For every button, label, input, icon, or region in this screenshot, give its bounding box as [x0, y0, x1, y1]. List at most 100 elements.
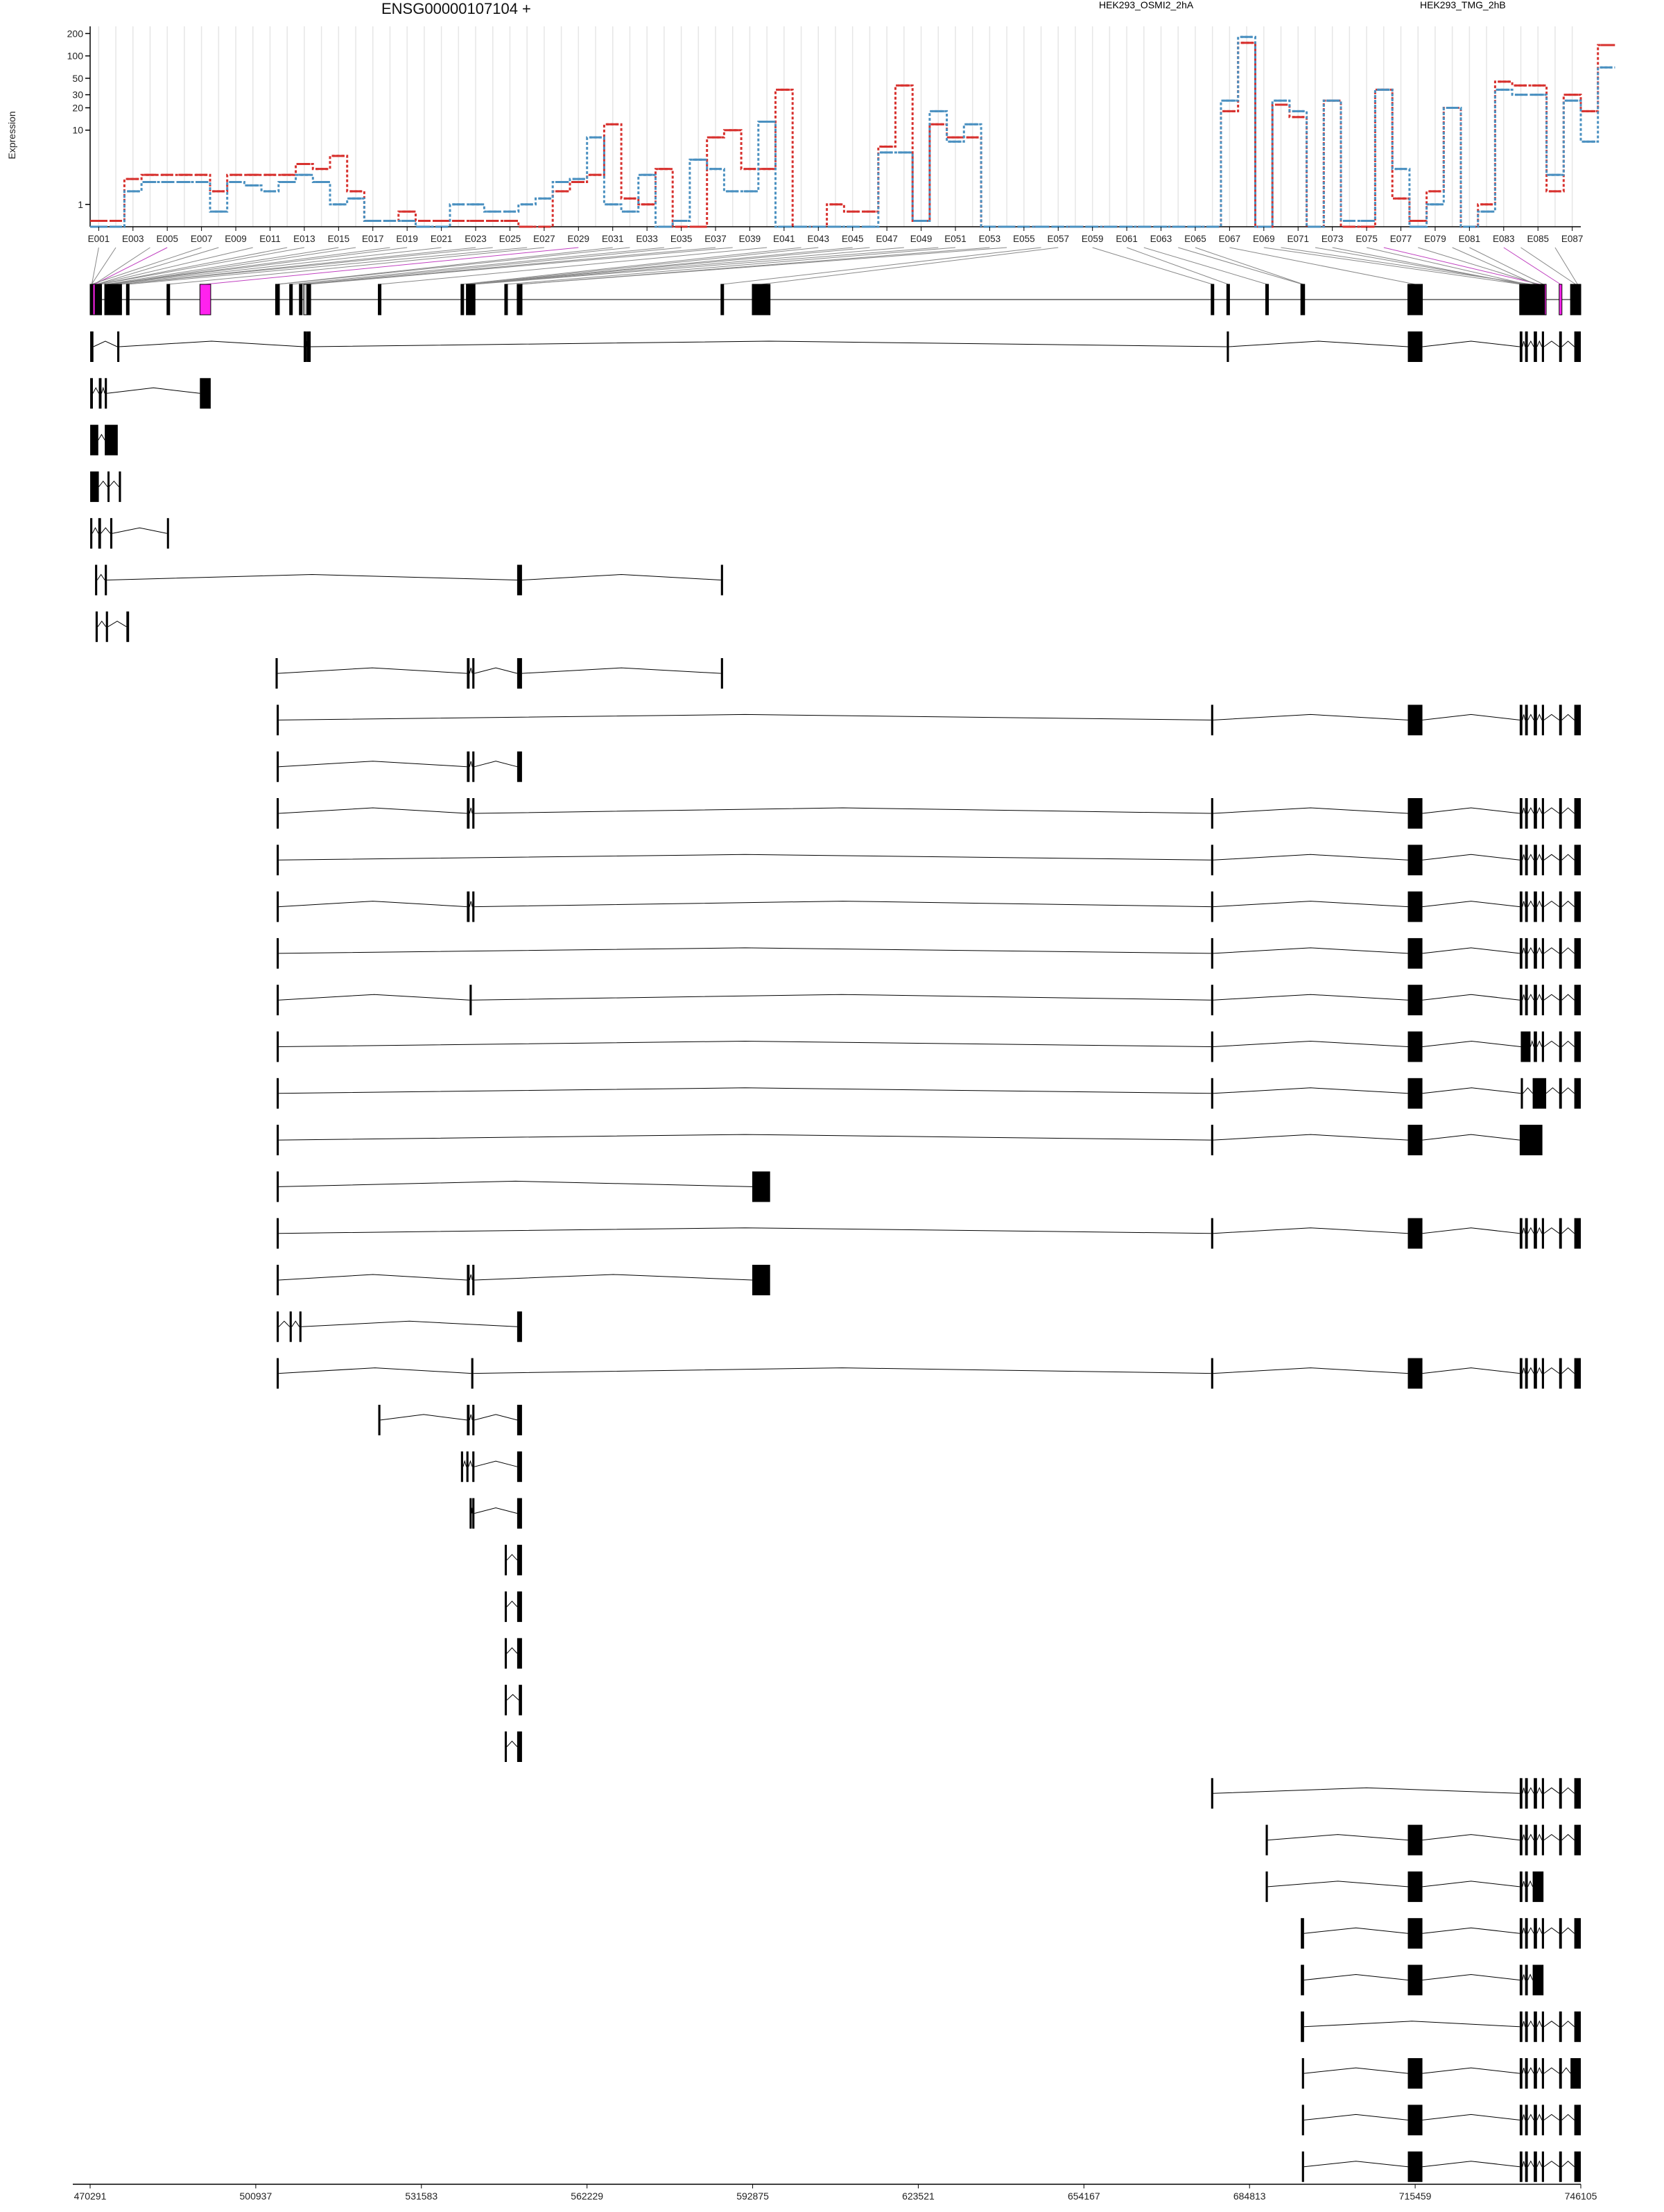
- transcript-exon: [1541, 1824, 1544, 1856]
- intron-line: [1527, 1227, 1534, 1234]
- transcript-exon: [1520, 1078, 1523, 1109]
- model-exon: [1301, 284, 1306, 316]
- transcript-exon: [1559, 1358, 1562, 1389]
- transcript-exon: [1574, 2011, 1581, 2042]
- intron-line: [101, 386, 105, 394]
- transcript-exon: [469, 1498, 472, 1529]
- intron-line: [301, 1320, 517, 1327]
- transcript-exon: [1519, 1218, 1523, 1249]
- transcript-exon: [1525, 1778, 1528, 1809]
- transcript-exon: [1407, 845, 1423, 876]
- intron-line: [279, 1274, 467, 1281]
- transcript-exon: [1407, 2058, 1423, 2089]
- exon-connector: [91, 247, 116, 285]
- transcript-exon: [1407, 937, 1423, 969]
- transcript-exon: [1407, 1078, 1423, 1109]
- y-tick-label: 20: [72, 102, 83, 113]
- intron-line: [506, 1694, 519, 1701]
- transcript-exon: [1407, 331, 1423, 362]
- intron-line: [1522, 1974, 1526, 1980]
- intron-line: [279, 807, 467, 814]
- intron-line: [1536, 2160, 1543, 2167]
- intron-line: [96, 573, 105, 580]
- exon-connector: [1418, 247, 1539, 285]
- transcript-3: [90, 424, 118, 456]
- transcript-12: [277, 845, 1581, 876]
- intron-line: [279, 1180, 752, 1187]
- intron-line: [1267, 1881, 1408, 1887]
- intron-line: [1536, 714, 1543, 720]
- transcript-39: [1301, 2105, 1581, 2136]
- intron-line: [1422, 1973, 1520, 1980]
- intron-line: [1422, 1881, 1520, 1887]
- transcript-exon: [467, 1265, 470, 1295]
- gene-title: ENSG00000107104 +: [381, 0, 531, 17]
- exon-connector: [118, 247, 476, 285]
- transcript-exon: [1559, 1078, 1562, 1109]
- transcript-exon: [1211, 1078, 1213, 1109]
- exon-connector: [107, 247, 390, 285]
- model-exon: [720, 284, 725, 316]
- transcript-exon: [1574, 1824, 1581, 1856]
- transcript-exon: [1525, 985, 1528, 1016]
- transcript-exon: [1519, 705, 1523, 736]
- intron-line: [1536, 1040, 1543, 1047]
- intron-line: [1522, 2021, 1526, 2027]
- transcript-1: [90, 331, 1581, 362]
- transcript-exon: [277, 845, 279, 876]
- transcript-20: [277, 1218, 1581, 1249]
- model-exon: [276, 284, 280, 316]
- intron-line: [1527, 2020, 1534, 2028]
- exon-tick-label: E043: [808, 234, 830, 244]
- y-tick-label: 30: [72, 89, 83, 101]
- intron-line: [1543, 854, 1560, 861]
- transcript-exon: [1211, 845, 1213, 876]
- model-exon: [306, 284, 311, 316]
- intron-line: [1213, 1040, 1408, 1047]
- intron-line: [1213, 854, 1408, 861]
- intron-line: [1527, 1787, 1534, 1794]
- transcript-exon: [277, 705, 279, 736]
- intron-line: [1422, 340, 1520, 347]
- transcript-exon: [1559, 2058, 1562, 2089]
- transcript-exon: [1534, 2058, 1537, 2089]
- intron-line: [97, 620, 107, 628]
- intron-line: [277, 667, 467, 674]
- transcript-exon: [1541, 1031, 1544, 1062]
- exon-tick-label: E041: [773, 234, 795, 244]
- transcript-5: [90, 518, 169, 549]
- model-exon: [1574, 284, 1581, 316]
- transcript-exon: [1211, 1031, 1213, 1062]
- transcript-29: [504, 1638, 522, 1669]
- intron-line: [1561, 1787, 1575, 1794]
- transcript-exon: [98, 518, 101, 549]
- exon-connector: [474, 247, 939, 285]
- transcript-exon: [277, 985, 279, 1016]
- transcript-exon: [1407, 1218, 1423, 1249]
- intron-line: [1543, 2161, 1560, 2168]
- transcript-tracks: [90, 331, 1581, 2182]
- intron-line: [1422, 2067, 1520, 2074]
- transcript-exon: [277, 1031, 279, 1062]
- transcript-6: [95, 564, 723, 596]
- transcript-exon: [472, 798, 475, 829]
- intron-line: [112, 527, 167, 534]
- intron-line: [1527, 854, 1534, 861]
- intron-line: [1536, 2114, 1543, 2120]
- intron-line: [1522, 340, 1526, 347]
- transcript-exon: [752, 1265, 770, 1295]
- transcript-exon: [1574, 891, 1581, 922]
- intron-line: [279, 1367, 471, 1374]
- intron-line: [279, 1134, 1211, 1141]
- intron-line: [1422, 2161, 1520, 2168]
- expression-lines: [90, 35, 1615, 228]
- transcript-exon: [1301, 1964, 1304, 1996]
- exon-tick-label: E023: [465, 234, 487, 244]
- transcript-exon: [1541, 1918, 1544, 1949]
- transcript-exon: [467, 891, 470, 922]
- transcript-exon: [517, 1638, 522, 1669]
- intron-line: [1422, 994, 1520, 1001]
- legend-series-a: HEK293_OSMI2_2hA: [1099, 0, 1194, 10]
- intron-line: [473, 1367, 1211, 1374]
